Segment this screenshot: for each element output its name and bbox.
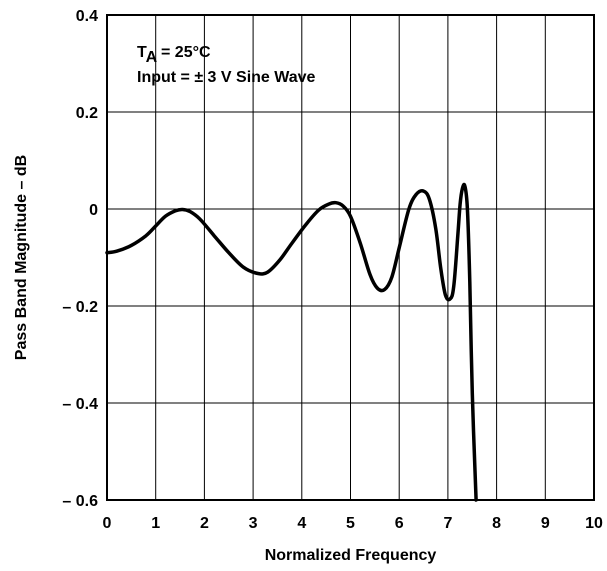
x-tick-label: 10 [585,515,603,532]
annotation-temperature-value: = 25°C [157,44,211,61]
y-tick-label: 0 [89,202,98,219]
y-tick-label: – 0.6 [62,493,98,510]
x-tick-label: 4 [297,515,306,532]
annotation-subscript-a: A [146,49,158,66]
x-tick-label: 2 [200,515,209,532]
grid-lines [107,15,594,500]
y-tick-labels: 0.4 0.2 0 – 0.2 – 0.4 – 0.6 [62,8,98,510]
plot-frame [106,14,595,501]
annotation-t: T [137,44,147,61]
x-tick-label: 8 [492,515,501,532]
x-tick-label: 1 [151,515,160,532]
x-tick-label: 0 [103,515,112,532]
x-tick-label: 5 [346,515,355,532]
y-tick-label: 0.2 [76,105,98,122]
y-tick-label: – 0.2 [62,299,98,316]
x-tick-label: 7 [443,515,452,532]
annotation-input: Input = ± 3 V Sine Wave [137,69,316,86]
y-tick-label: 0.4 [76,8,98,25]
y-axis-label: Pass Band Magnitude – dB [13,155,30,360]
series-line [105,182,478,502]
y-tick-label: – 0.4 [62,396,98,413]
x-tick-label: 3 [249,515,258,532]
x-tick-labels: 0 1 2 3 4 5 6 7 8 9 10 [103,515,603,532]
annotation-temperature: TA = 25°C [137,44,211,66]
x-axis-label: Normalized Frequency [265,547,437,564]
x-tick-label: 9 [541,515,550,532]
x-tick-label: 6 [395,515,404,532]
